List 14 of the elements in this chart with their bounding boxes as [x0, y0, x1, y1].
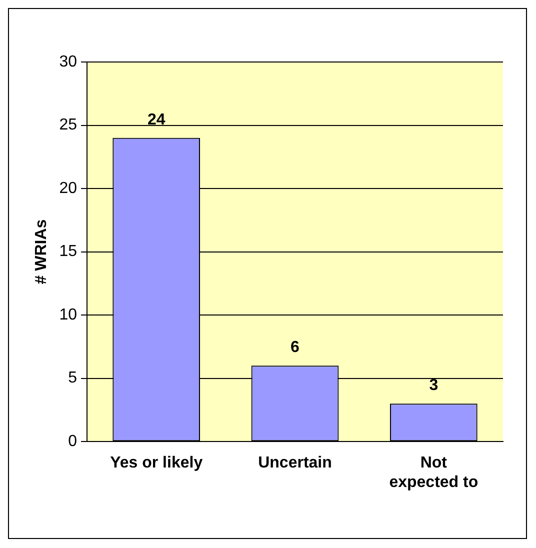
x-tick-label: Yes or likely	[110, 454, 203, 472]
y-tick-label: 20	[59, 180, 78, 197]
data-label: 6	[290, 339, 300, 356]
y-tick-label: 30	[59, 53, 78, 70]
y-tick-label: 25	[59, 116, 78, 134]
data-label: 3	[429, 377, 438, 394]
y-tick-label: 10	[59, 306, 78, 324]
y-tick-label: 15	[59, 243, 78, 260]
y-tick-label: 5	[68, 370, 78, 387]
y-tick-label: 0	[68, 433, 78, 450]
x-tick-label: Not expected to	[389, 454, 478, 491]
data-label: 24	[147, 111, 166, 128]
x-tick-label: Uncertain	[258, 454, 332, 472]
y-axis-title: # WRIAs	[33, 219, 50, 284]
